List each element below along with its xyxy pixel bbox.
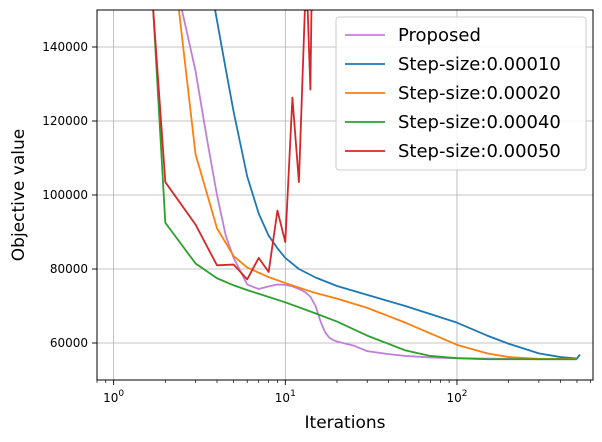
x-tick-label: 101 <box>275 389 296 405</box>
x-axis-label: Iterations <box>305 413 386 433</box>
legend: Proposed Step-size:0.00010 Step-size:0.000… <box>335 16 587 171</box>
x-tick-label: 102 <box>446 389 467 405</box>
series-line-step-size-0-00040 <box>152 10 577 361</box>
legend-label: Step-size:0.00050 <box>398 141 561 162</box>
series-line-step-size-0-00020 <box>178 10 577 360</box>
series-line-step-size-0-00010 <box>214 10 581 360</box>
y-axis-label: Objective value <box>9 129 29 261</box>
y-tick-label: 120000 <box>42 114 88 128</box>
legend-label: Proposed <box>398 25 481 46</box>
x-tick-label: 100 <box>103 389 124 405</box>
legend-box <box>335 16 587 171</box>
series-lines <box>152 10 581 361</box>
axis-ticks: 100 101 102 60000 80000 100000 120000 140000 <box>42 40 591 405</box>
y-tick-label: 60000 <box>50 336 88 350</box>
legend-label: Step-size:0.00020 <box>398 83 561 104</box>
y-tick-label: 140000 <box>42 40 88 54</box>
series-line-step-size-0-00050 <box>152 10 314 281</box>
y-tick-label: 80000 <box>50 262 88 276</box>
y-tick-label: 100000 <box>42 188 88 202</box>
legend-label: Step-size:0.00040 <box>398 112 561 133</box>
legend-label: Step-size:0.00010 <box>398 54 561 75</box>
